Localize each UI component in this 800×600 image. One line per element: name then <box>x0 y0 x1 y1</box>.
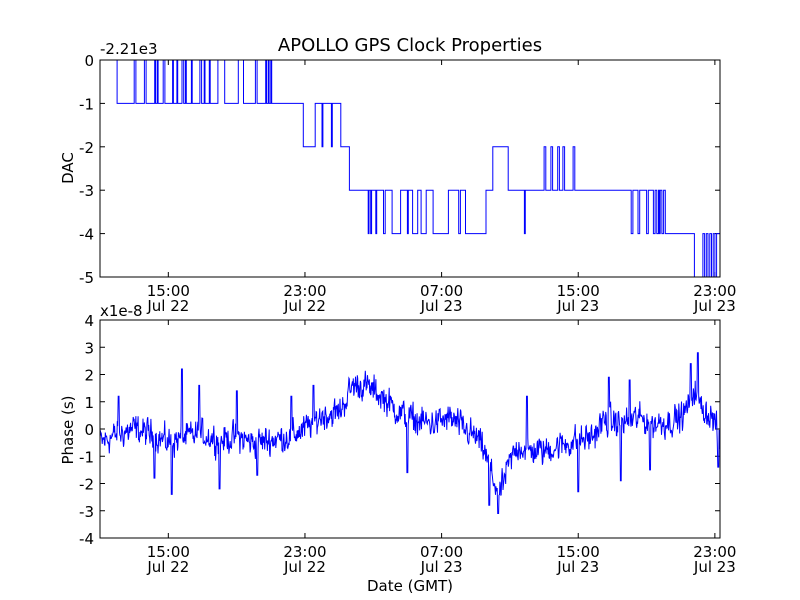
phase-y-tick-label: 4 <box>84 312 94 330</box>
dac-x-tick-date: Jul 23 <box>556 297 599 315</box>
phase-x-tick-date: Jul 22 <box>283 558 326 576</box>
phase-x-tick-date: Jul 23 <box>693 558 736 576</box>
phase-x-tick-date: Jul 22 <box>146 558 189 576</box>
chart-title: APOLLO GPS Clock Properties <box>278 35 542 56</box>
phase-y-tick-label: -4 <box>79 530 94 548</box>
dac-x-tick-time: 07:00 <box>420 282 463 300</box>
dac-y-tick-label: -5 <box>79 269 94 287</box>
dac-y-tick-label: -3 <box>79 182 94 200</box>
dac-x-tick-time: 23:00 <box>693 282 736 300</box>
phase-x-axis-label: Date (GMT) <box>367 577 453 595</box>
phase-y-tick-label: 0 <box>84 421 94 439</box>
phase-x-tick-time: 15:00 <box>147 543 190 561</box>
phase-y-tick-label: -3 <box>79 503 94 521</box>
phase-offset-label: x1e-8 <box>100 302 143 320</box>
phase-x-tick-time: 07:00 <box>420 543 463 561</box>
dac-y-tick-label: -4 <box>79 226 94 244</box>
dac-offset-label: -2.21e3 <box>100 40 158 58</box>
dac-x-tick-time: 15:00 <box>557 282 600 300</box>
dac-x-tick-time: 23:00 <box>283 282 326 300</box>
phase-y-tick-label: 3 <box>84 339 94 357</box>
phase-x-tick-date: Jul 23 <box>420 558 463 576</box>
dac-y-tick-label: -2 <box>79 139 94 157</box>
dac-x-tick-time: 15:00 <box>147 282 190 300</box>
phase-x-tick-date: Jul 23 <box>556 558 599 576</box>
phase-y-tick-label: 2 <box>84 367 94 385</box>
phase-y-axis-label: Phase (s) <box>59 395 77 464</box>
dac-x-tick-date: Jul 23 <box>420 297 463 315</box>
phase-plot-frame <box>99 319 721 539</box>
dac-y-tick-label: 0 <box>84 52 94 70</box>
phase-series-line <box>99 352 721 514</box>
dac-series-line <box>100 59 720 278</box>
dac-x-tick-date: Jul 23 <box>693 297 736 315</box>
dac-y-axis-label: DAC <box>59 152 77 184</box>
phase-x-tick-time: 23:00 <box>283 543 326 561</box>
phase-y-tick-label: -2 <box>79 476 94 494</box>
phase-y-tick-label: 1 <box>84 394 94 412</box>
phase-x-tick-time: 15:00 <box>557 543 600 561</box>
dac-x-tick-date: Jul 22 <box>146 297 189 315</box>
dac-plot-frame <box>99 59 721 278</box>
dac-y-tick-label: -1 <box>79 95 94 113</box>
phase-x-tick-time: 23:00 <box>693 543 736 561</box>
phase-y-tick-label: -1 <box>79 448 94 466</box>
dac-x-tick-date: Jul 22 <box>283 297 326 315</box>
